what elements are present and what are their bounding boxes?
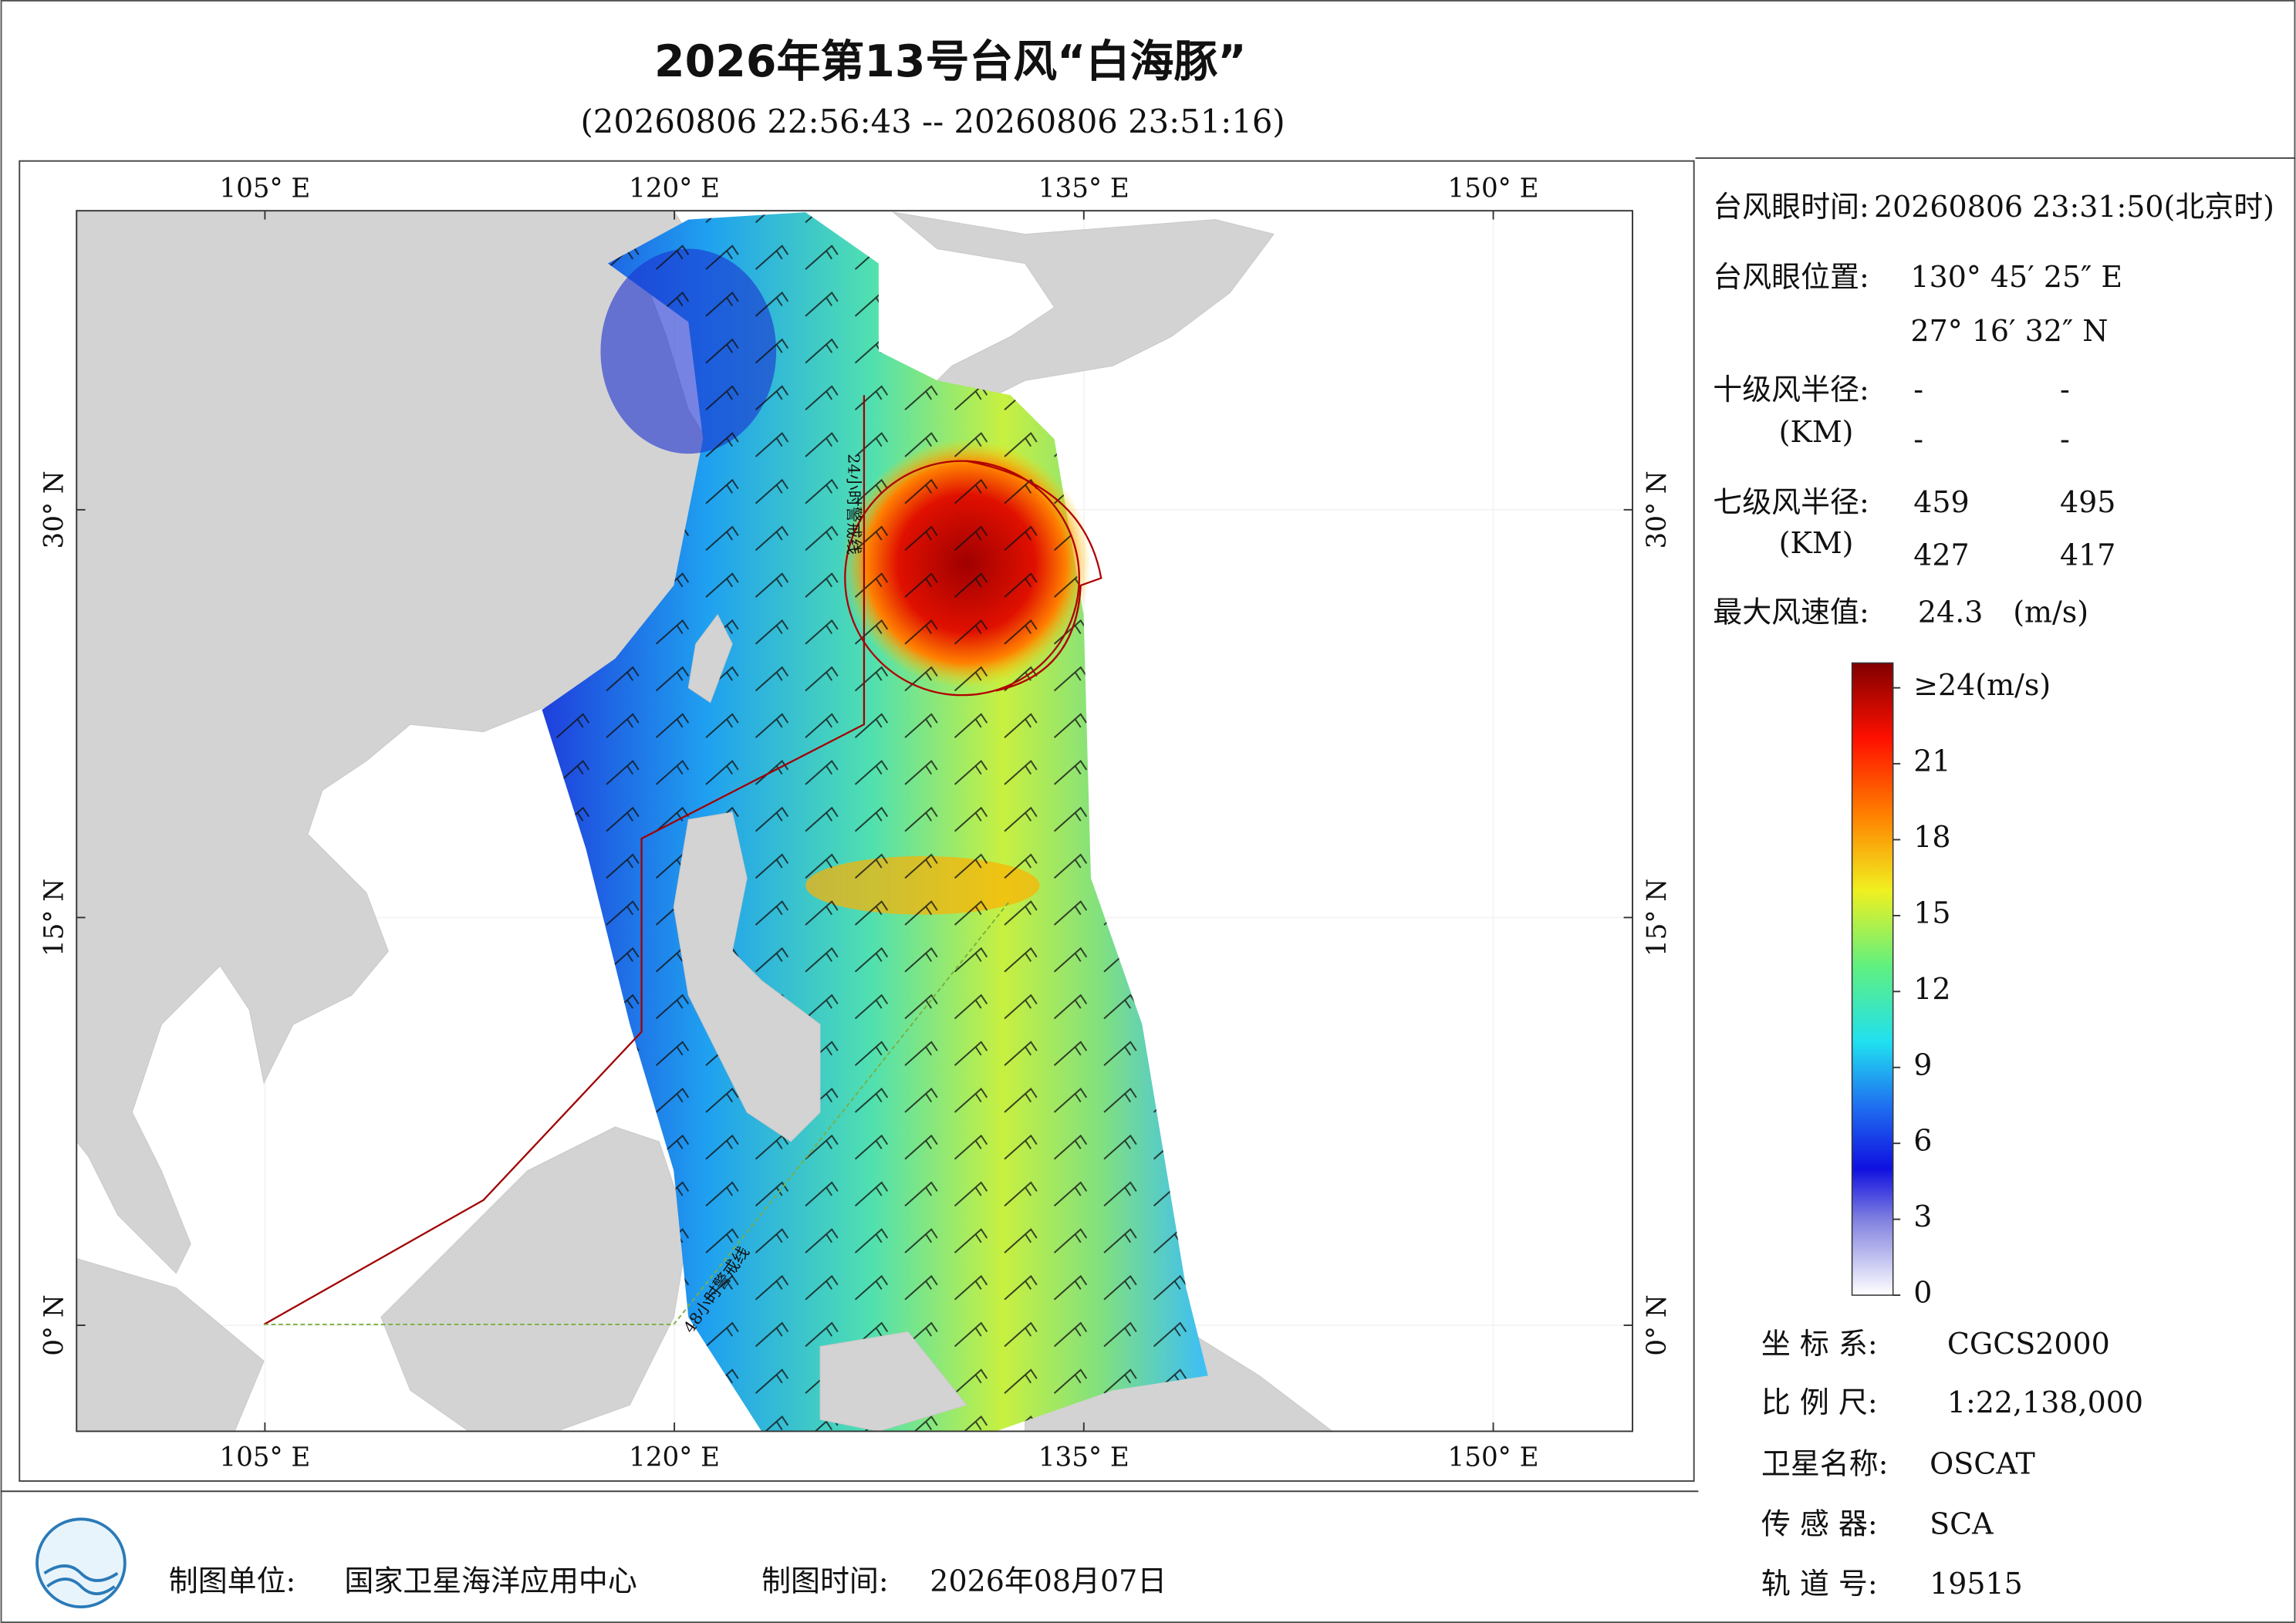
unit: (KM)	[1779, 526, 1854, 560]
lat-label: 15° N	[1642, 879, 1673, 957]
lon-label: 105° E	[219, 174, 310, 204]
value: 2026年08月07日	[930, 1564, 1167, 1598]
warning-line-24h	[263, 395, 866, 1325]
label: 最大风速值:	[1713, 595, 1869, 629]
lon-label: 120° E	[629, 1442, 720, 1473]
warning-line-48h	[264, 899, 1011, 1325]
label: 比 例 尺:	[1761, 1385, 1878, 1419]
value: 495	[2060, 485, 2115, 519]
label: 轨 道 号:	[1761, 1567, 1878, 1601]
lon-label: 135° E	[1038, 1442, 1129, 1473]
label: 制图单位:	[169, 1564, 296, 1598]
unit: (m/s)	[2013, 595, 2088, 629]
colorbar-label: 3	[1913, 1200, 1932, 1233]
value: 20260806 23:31:50(北京时)	[1874, 190, 2274, 224]
lat-label: 30° N	[39, 471, 70, 548]
value: OSCAT	[1930, 1446, 2035, 1480]
value: 417	[2060, 538, 2115, 572]
colorbar	[1851, 662, 1894, 1296]
value: 24.3	[1918, 595, 1983, 629]
lat-label: 0° N	[1642, 1294, 1673, 1355]
colorbar-label: 12	[1913, 972, 1950, 1006]
wind-radius	[966, 460, 1102, 692]
line-label: 24小时警戒线	[844, 454, 863, 555]
value: 130° 45′ 25″ E	[1910, 260, 2122, 294]
lon-label: 135° E	[1038, 174, 1129, 204]
value: -	[1913, 373, 1923, 407]
value: 427	[1913, 538, 1969, 572]
footer: 坐 标 系: CGCS2000 比 例 尺: 1:22,138,000 卫星名称…	[35, 1327, 2143, 1609]
map-frame	[19, 160, 1695, 1482]
map-area: 24小时警戒线 48小时警戒线	[76, 211, 1633, 1432]
unit: (KM)	[1779, 415, 1854, 449]
lat-label: 30° N	[1642, 471, 1673, 548]
value: -	[2060, 422, 2070, 456]
wind-barbs	[542, 212, 1208, 1432]
land	[819, 1331, 967, 1432]
land	[687, 613, 733, 704]
value: 19515	[1930, 1567, 2023, 1601]
colorbar-ticks: ≥24(m/s) 21 18 15 12 9 6 3 0	[1893, 668, 2051, 1310]
logo	[35, 1517, 127, 1609]
label: 制图时间:	[761, 1564, 889, 1598]
map-border	[76, 210, 1633, 1432]
lon-label: 150° E	[1448, 174, 1539, 204]
colorbar-label: 15	[1913, 896, 1950, 930]
colorbar-label: 18	[1913, 820, 1950, 854]
lon-label: 105° E	[219, 1442, 310, 1473]
label: 台风眼位置:	[1713, 260, 1869, 294]
title: 2026年第13号台风“白海豚”	[654, 36, 1247, 87]
wind-radius	[844, 460, 1080, 697]
value: SCA	[1930, 1507, 1994, 1540]
colorbar-label: 0	[1913, 1276, 1932, 1310]
lon-label: 120° E	[629, 174, 720, 204]
label: 七级风半径:	[1713, 485, 1869, 519]
subtitle: (20260806 22:56:43 -- 20260806 23:51:16)	[581, 103, 1285, 140]
label: 传 感 器:	[1761, 1507, 1878, 1540]
land	[673, 812, 821, 1142]
colorbar-label: 21	[1913, 744, 1950, 778]
info-panel: 台风眼时间: 20260806 23:31:50(北京时) 台风眼位置: 130…	[1713, 190, 2274, 629]
label: 坐 标 系:	[1761, 1327, 1878, 1361]
value: 459	[1913, 485, 1969, 519]
value: 27° 16′ 32″ N	[1910, 314, 2108, 348]
colorbar-label: ≥24(m/s)	[1913, 668, 2051, 702]
lon-label: 150° E	[1448, 1442, 1539, 1473]
lat-label: 0° N	[39, 1294, 70, 1355]
label: 卫星名称:	[1761, 1446, 1889, 1480]
label: 十级风半径:	[1713, 373, 1869, 407]
colorbar-label: 6	[1913, 1124, 1932, 1158]
label: 台风眼时间:	[1713, 190, 1869, 224]
land	[380, 1126, 689, 1432]
colorbar-label: 9	[1913, 1048, 1932, 1081]
lat-label: 15° N	[39, 879, 70, 957]
value: CGCS2000	[1947, 1327, 2110, 1361]
value: 国家卫星海洋应用中心	[344, 1564, 636, 1598]
value: -	[2060, 373, 2070, 407]
logo-waves	[43, 1564, 119, 1595]
land	[76, 1258, 265, 1432]
value: -	[1913, 422, 1923, 456]
value: 1:22,138,000	[1947, 1385, 2143, 1419]
